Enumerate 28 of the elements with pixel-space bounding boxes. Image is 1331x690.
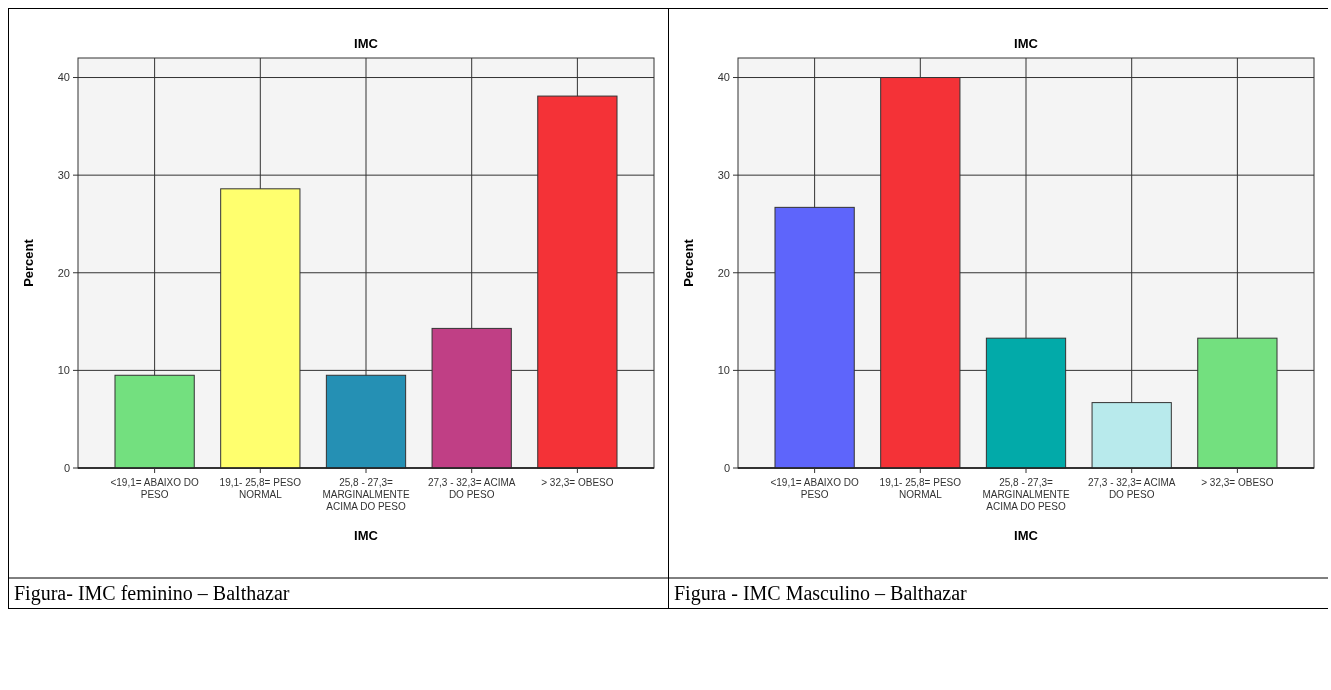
text: Figura- IMC feminino – Balthazar <box>14 582 290 605</box>
y-tick-label: 40 <box>57 71 70 84</box>
y-tick-label: 0 <box>723 461 730 474</box>
chart-title: IMC <box>1014 36 1039 51</box>
y-tick-label: 30 <box>717 168 730 181</box>
y-tick-label: 10 <box>57 364 70 377</box>
text: Figura - IMC Masculino – Balthazar <box>674 582 968 605</box>
chart-title: IMC <box>354 36 379 51</box>
x-tick-label: 27,3 - 32,3= ACIMA DO PESO <box>1087 477 1176 500</box>
x-axis-title: IMC <box>354 528 379 543</box>
y-tick-label: 0 <box>63 461 70 474</box>
y-axis-title: Percent <box>681 238 696 287</box>
x-tick-label: > 32,3= OBESO <box>1201 477 1274 488</box>
y-tick-label: 20 <box>717 266 730 279</box>
x-tick-label: 19,1- 25,8= PESO NORMAL <box>219 477 302 500</box>
y-tick-label: 10 <box>717 364 730 377</box>
y-tick-label: 40 <box>717 71 730 84</box>
y-tick-label: 30 <box>57 168 70 181</box>
y-axis-title: Percent <box>21 238 36 287</box>
x-tick-label: <19,1= ABAIXO DO PESO <box>110 477 200 500</box>
x-tick-label: <19,1= ABAIXO DO PESO <box>770 477 860 500</box>
x-axis-title: IMC <box>1014 528 1039 543</box>
y-tick-label: 20 <box>57 266 70 279</box>
x-tick-label: 19,1- 25,8= PESO NORMAL <box>879 477 962 500</box>
x-tick-label: 27,3 - 32,3= ACIMA DO PESO <box>427 477 516 500</box>
x-tick-label: 25,8 - 27,3= MARGINALMENTE ACIMA DO PESO <box>982 477 1070 512</box>
x-tick-label: > 32,3= OBESO <box>541 477 614 488</box>
x-tick-label: 25,8 - 27,3= MARGINALMENTE ACIMA DO PESO <box>322 477 410 512</box>
